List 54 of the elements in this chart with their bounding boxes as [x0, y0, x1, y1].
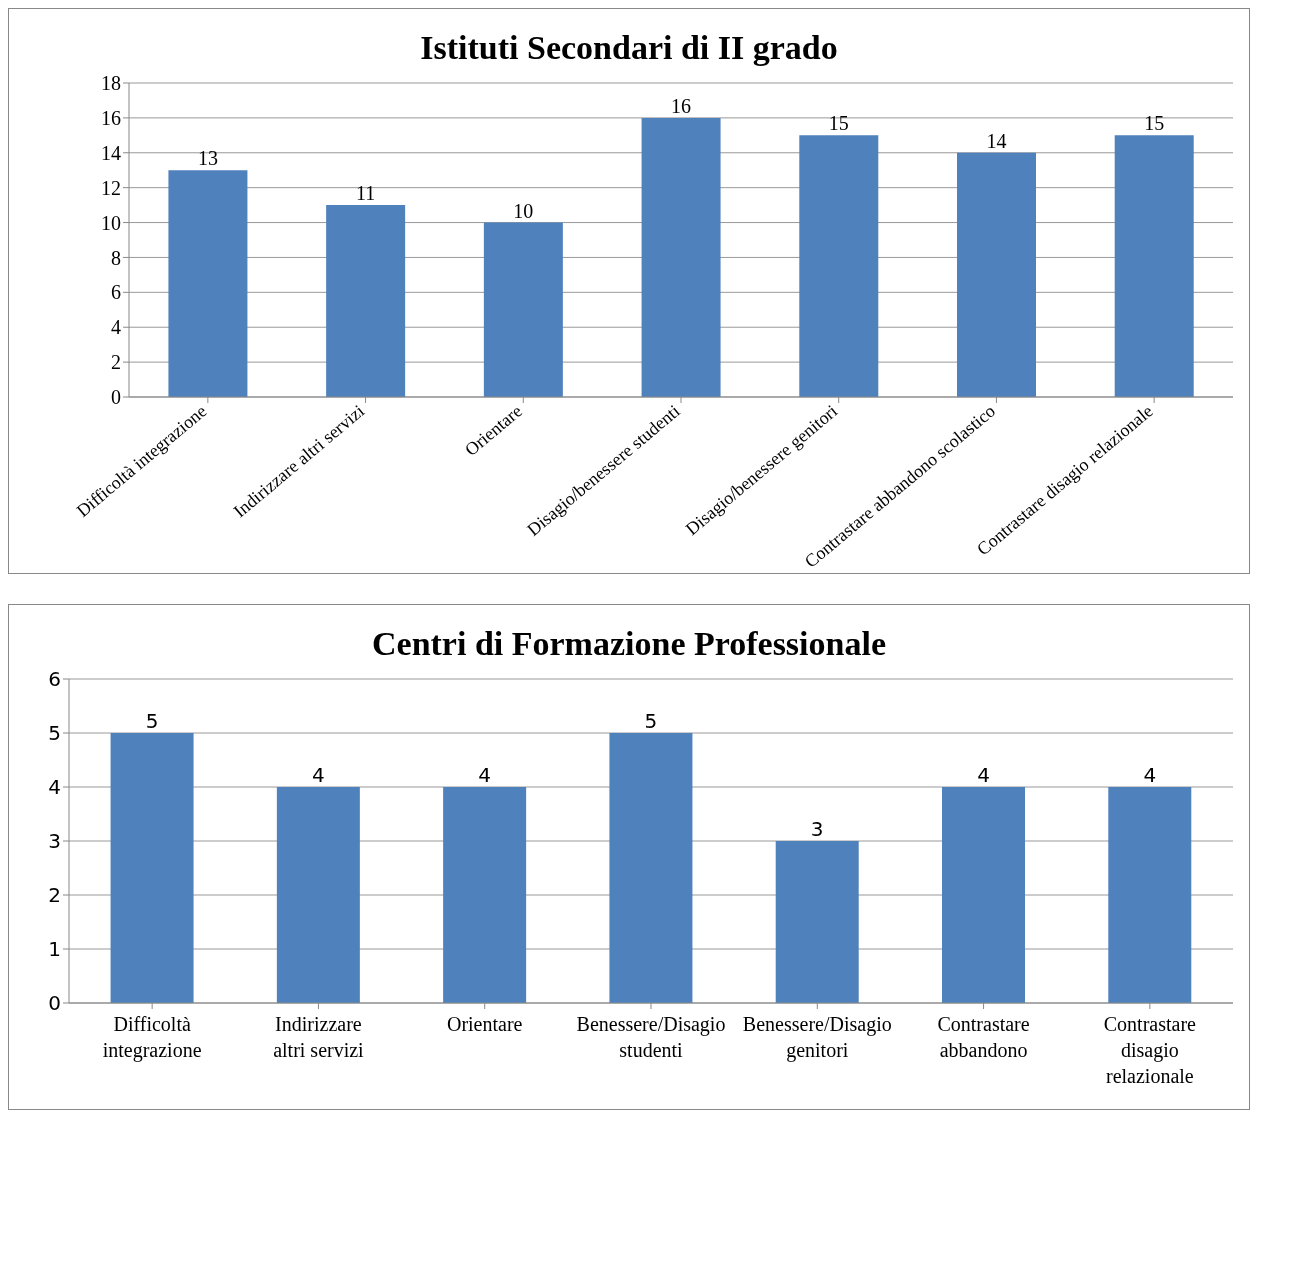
- bar: [957, 152, 1036, 397]
- data-label: 16: [671, 94, 692, 117]
- x-tick-label: Benessere/Disagio studenti: [576, 1013, 726, 1061]
- data-label: 4: [977, 763, 990, 787]
- x-tick-label: Contrastare abbandono: [937, 1013, 1030, 1061]
- data-label: 15: [1144, 112, 1165, 135]
- y-tick-label: 4: [48, 775, 61, 800]
- bar: [168, 170, 248, 397]
- y-tick-label: 2: [111, 351, 121, 374]
- bar: [942, 787, 1025, 1003]
- bar: [799, 135, 879, 397]
- y-tick-label: 4: [111, 316, 121, 339]
- data-label: 14: [986, 129, 1007, 152]
- bar: [326, 205, 406, 397]
- y-tick-label: 0: [48, 991, 61, 1016]
- data-label: 10: [513, 199, 534, 222]
- y-tick-label: 8: [111, 246, 121, 269]
- y-tick-label: 16: [101, 106, 121, 129]
- bar: [641, 117, 721, 397]
- bar: [483, 222, 563, 397]
- chart-title: Centri di Formazione Professionale: [371, 624, 887, 664]
- bar: [1108, 787, 1192, 1003]
- y-tick-label: 6: [48, 667, 61, 692]
- y-tick-label: 3: [48, 829, 61, 854]
- x-tick-label: Benessere/Disagio genitori: [742, 1013, 892, 1062]
- chart-title: Istituti Secondari di II grado: [419, 28, 839, 68]
- y-tick-label: 14: [101, 141, 121, 164]
- data-label: 4: [478, 763, 492, 787]
- data-label: 3: [810, 817, 824, 841]
- y-tick-label: 1: [48, 937, 61, 962]
- data-label: 11: [356, 182, 376, 205]
- data-label: 13: [197, 147, 218, 170]
- y-tick-label: 12: [101, 176, 121, 199]
- data-label: 5: [145, 709, 159, 733]
- y-tick-label: 10: [101, 211, 121, 234]
- bar: [276, 787, 360, 1003]
- data-label: 4: [1143, 763, 1157, 787]
- x-tick-label: Contrastare disagio relazionale: [1103, 1013, 1197, 1087]
- y-tick-label: 5: [48, 721, 61, 746]
- bar: [110, 733, 194, 1003]
- data-label: 4: [311, 763, 325, 787]
- bar: [775, 841, 859, 1003]
- bar: [609, 733, 693, 1003]
- y-tick-label: 2: [48, 883, 61, 908]
- data-label: 15: [828, 112, 849, 135]
- x-tick-label: Indirizzare altri servizi: [273, 1013, 365, 1061]
- data-label: 5: [644, 709, 658, 733]
- x-tick-label: Difficoltà integrazione: [102, 1013, 202, 1062]
- x-tick-label: Orientare: [446, 1013, 523, 1035]
- bar: [443, 787, 527, 1003]
- y-tick-label: 0: [111, 386, 121, 409]
- y-tick-label: 18: [101, 72, 121, 95]
- bar: [1114, 135, 1194, 397]
- y-tick-label: 6: [111, 281, 121, 304]
